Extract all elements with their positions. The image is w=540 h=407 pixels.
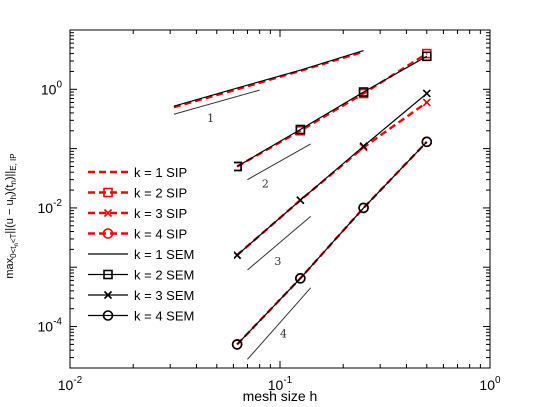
data-point: [358, 87, 369, 97]
legend-label: k = 4 SEM: [134, 309, 194, 324]
data-point: [358, 202, 369, 214]
y-axis-label: max0<tn<T||(u − uh)(tn)||E, IP: [4, 153, 20, 278]
data-point: [359, 142, 368, 151]
legend-entry: k = 2 SEM: [88, 268, 194, 283]
slope-label-2: 2: [262, 178, 269, 191]
data-point: [422, 89, 431, 98]
legend-label: k = 1 SIP: [134, 165, 187, 180]
slope-line-2: [247, 143, 311, 181]
series-k-3-sem: [233, 89, 431, 260]
y-tick-label: 10-2: [38, 198, 63, 216]
data-point: [233, 251, 242, 260]
x-tick-label: 10-1: [268, 375, 293, 393]
legend-marker: [103, 208, 113, 218]
svg-text:max0<tn<T||(u − uh)(tn)||E, IP: max0<tn<T||(u − uh)(tn)||E, IP: [4, 153, 20, 278]
data-point: [296, 196, 305, 205]
data-point: [359, 143, 368, 152]
data-point: [231, 339, 243, 350]
legend-label: k = 2 SIP: [134, 186, 187, 201]
ylabel-n-sub: n: [9, 180, 18, 184]
legend-entry: k = 1 SIP: [88, 165, 187, 180]
series-k-4-sem: [231, 136, 433, 350]
y-tick-label: 10-4: [38, 317, 63, 335]
axis-ticks: 10-2 10-1 100 10-4 10-2 100: [38, 30, 501, 393]
slope-line-4: [247, 287, 312, 360]
slope-label-4: 4: [280, 328, 287, 341]
legend-label: k = 3 SIP: [134, 206, 187, 221]
series-k-2-sem: [232, 51, 432, 172]
legend-label: k = 4 SIP: [134, 227, 187, 242]
ylabel-sub: 0<t: [9, 246, 18, 258]
series-line: [236, 55, 428, 167]
ylabel-subsub: n: [14, 243, 20, 246]
legend-marker: [102, 228, 114, 239]
legend-label: k = 2 SEM: [134, 268, 194, 283]
legend-entry: k = 2 SIP: [88, 186, 187, 201]
ylabel-h-sub: h: [9, 195, 18, 199]
slope-label-3: 3: [274, 255, 281, 268]
legend-marker: [103, 269, 113, 280]
data-point: [295, 273, 306, 284]
legend-label: k = 3 SEM: [134, 288, 194, 303]
ylabel-sub2: <T: [9, 233, 18, 243]
x-axis-label: mesh size h: [243, 388, 318, 404]
legend-entry: k = 4 SIP: [88, 227, 187, 242]
legend-entry: k = 1 SEM: [88, 247, 194, 262]
data-point: [422, 98, 431, 107]
legend-label: k = 1 SEM: [134, 247, 194, 262]
legend-entry: k = 3 SEM: [88, 288, 194, 303]
ylabel-norm-sub: E, IP: [9, 153, 18, 170]
series-line: [236, 93, 428, 256]
legend-background: [82, 158, 234, 336]
legend-marker: [102, 310, 114, 321]
series-layer: [173, 48, 433, 350]
legend-marker: [103, 290, 113, 300]
slope-triangles: 1 2 3 4: [173, 89, 312, 360]
ylabel-mid: )(t: [4, 185, 16, 195]
legend-entry: k = 4 SEM: [88, 309, 194, 324]
y-tick-label: 100: [41, 79, 63, 97]
ylabel-max: max: [4, 257, 16, 278]
legend-marker: [103, 187, 113, 198]
series-k-1-sem: [173, 49, 364, 107]
legend: k = 1 SIP k = 2 SIP k = 3 SIP k = 4 SIP k = …: [82, 158, 234, 336]
x-tick-label: 10-2: [58, 375, 83, 393]
series-line: [236, 141, 428, 345]
data-point: [421, 136, 433, 148]
data-point: [295, 124, 306, 135]
slope-line-1: [173, 89, 260, 115]
slope-line-3: [247, 216, 312, 271]
legend-entry: k = 3 SIP: [88, 206, 187, 221]
ylabel-end: )||: [4, 171, 16, 180]
data-point: [421, 51, 432, 62]
ylabel-body: ||(u − u: [4, 199, 16, 233]
series-line: [173, 49, 364, 107]
x-tick-label: 100: [479, 375, 501, 393]
slope-label-1: 1: [207, 112, 214, 125]
